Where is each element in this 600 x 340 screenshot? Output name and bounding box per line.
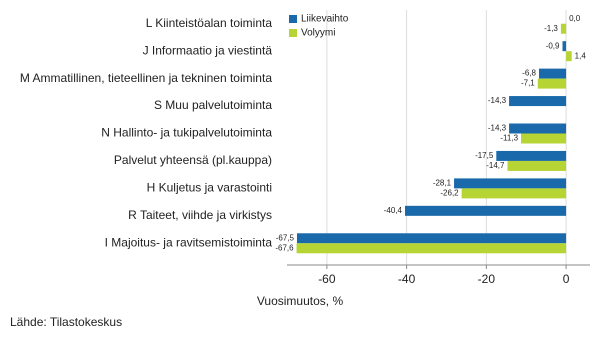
value-label: 1,4 xyxy=(575,51,587,60)
bar xyxy=(405,205,567,216)
bar xyxy=(454,178,567,189)
bar xyxy=(538,68,567,79)
value-label: -11,3 xyxy=(500,134,518,143)
x-tick-label: -40 xyxy=(398,272,416,286)
bar xyxy=(560,23,567,34)
value-label: -14,3 xyxy=(488,96,507,105)
legend-label: Liikevaihto xyxy=(301,14,349,25)
x-tick-label: 0 xyxy=(563,272,570,286)
value-label: -6,8 xyxy=(522,69,536,78)
category-label: S Muu palvelutoiminta xyxy=(154,98,272,112)
bar xyxy=(496,150,567,161)
bar xyxy=(562,41,567,52)
value-label: -40,4 xyxy=(384,206,403,215)
bar xyxy=(537,78,567,89)
bar xyxy=(521,133,567,144)
value-label: -17,5 xyxy=(475,151,494,160)
x-axis-label: Vuosimuutos, % xyxy=(257,294,344,308)
category-label: N Hallinto- ja tukipalvelutoiminta xyxy=(101,126,272,140)
value-label: 0,0 xyxy=(569,14,581,23)
bar xyxy=(507,160,567,171)
value-label: -14,3 xyxy=(488,124,507,133)
category-label: L Kiinteistöalan toiminta xyxy=(146,16,273,30)
value-label: -14,7 xyxy=(486,161,505,170)
category-label: H Kuljetus ja varastointi xyxy=(147,181,272,195)
category-label: I Majoitus- ja ravitsemistoiminta xyxy=(105,235,273,249)
x-tick-label: -20 xyxy=(478,272,496,286)
category-label: M Ammatillinen, tieteellinen ja tekninen… xyxy=(20,71,272,85)
category-label: J Informaatio ja viestintä xyxy=(143,43,273,57)
bar xyxy=(296,233,567,244)
category-label: Palvelut yhteensä (pl.kauppa) xyxy=(114,153,272,167)
legend-swatch xyxy=(289,29,297,37)
value-label: -1,3 xyxy=(544,24,558,33)
source: Lähde: Tilastokeskus xyxy=(10,315,122,329)
value-label: -28,1 xyxy=(433,178,452,187)
bar xyxy=(296,243,567,254)
bar xyxy=(509,123,567,134)
legend-label: Volyymi xyxy=(301,28,335,39)
category-label: R Taiteet, viihde ja virkistys xyxy=(128,208,272,222)
x-tick-label: -60 xyxy=(318,272,336,286)
value-label: -26,2 xyxy=(440,188,459,197)
bar xyxy=(509,96,567,107)
bar xyxy=(461,188,567,199)
legend-swatch xyxy=(289,15,297,23)
value-label: -67,5 xyxy=(276,233,295,242)
value-label: -0,9 xyxy=(546,41,560,50)
value-label: -67,6 xyxy=(275,243,294,252)
bar xyxy=(566,51,572,62)
value-label: -7,1 xyxy=(521,79,535,88)
